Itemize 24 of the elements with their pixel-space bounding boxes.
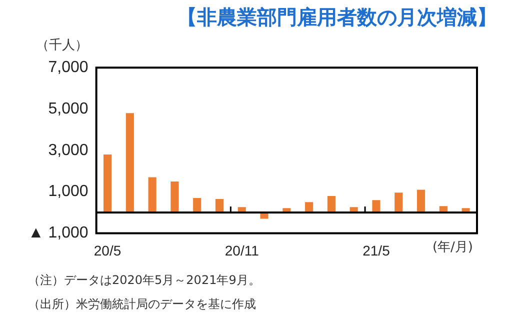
bar <box>170 181 179 212</box>
bar <box>372 200 380 212</box>
bar <box>148 177 156 212</box>
bar <box>305 202 314 212</box>
bar <box>394 192 403 212</box>
bar <box>215 199 224 212</box>
y-axis-title: （千人） <box>36 37 88 54</box>
y-tick-label: ▲ 1,000 <box>28 224 88 242</box>
text: （注）データは2020年5月～2021年9月。 <box>28 272 260 289</box>
y-tick-label: 7,000 <box>48 59 88 76</box>
y-tick-label: 5,000 <box>48 100 88 118</box>
bar <box>126 113 134 212</box>
y-tick-label: 1,000 <box>48 183 88 200</box>
x-tick-label: 21/5 <box>362 242 390 258</box>
bar <box>327 196 336 212</box>
bar <box>193 198 202 212</box>
x-tick-label: 20/5 <box>94 242 122 258</box>
bar <box>416 190 426 212</box>
y-tick-label: 3,000 <box>48 142 88 159</box>
x-tick-label: 20/11 <box>224 242 260 258</box>
text: （出所）米労働統計局のデータを基に作成 <box>28 296 256 313</box>
chart-title: 【非農業部門雇用者数の月次増減】 <box>176 4 498 31</box>
x-axis-title: (年/月) <box>432 240 473 256</box>
bar <box>103 154 112 212</box>
